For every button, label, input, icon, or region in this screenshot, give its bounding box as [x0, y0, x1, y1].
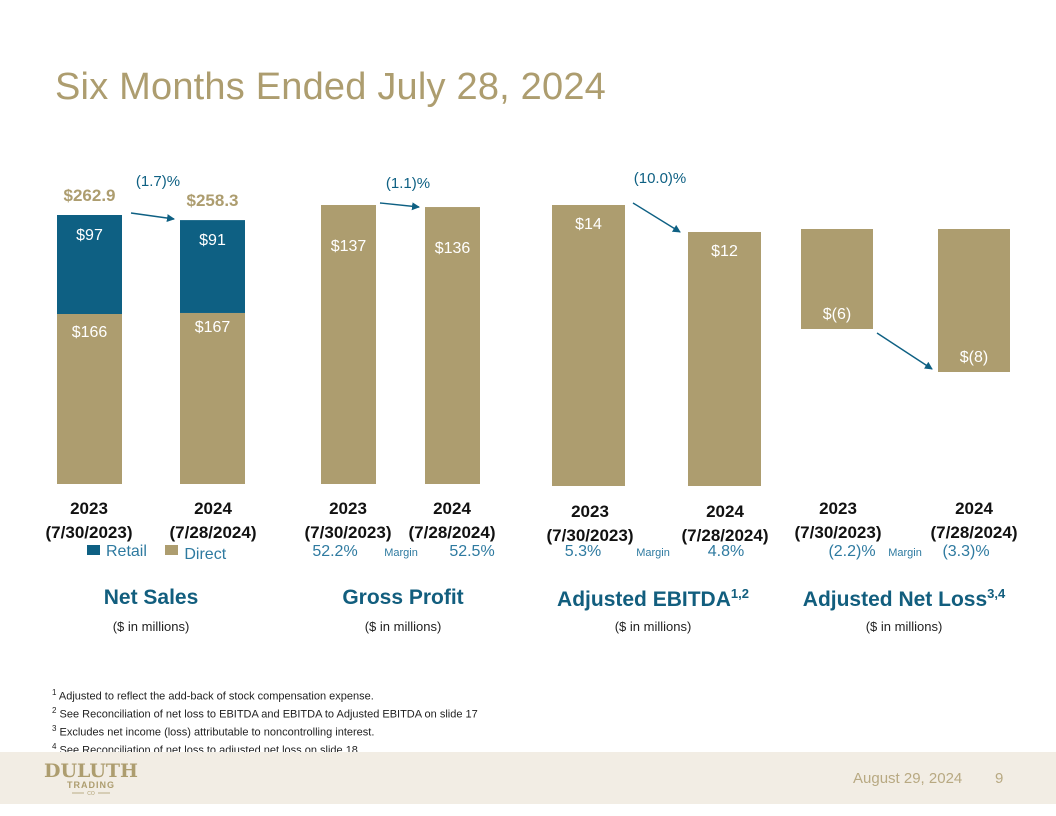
logo-text-duluth: DULUTH — [44, 760, 138, 782]
legend-label-retail: Retail — [106, 543, 147, 560]
chart-subtitle-net-sales: ($ in millions) — [112, 619, 190, 634]
bar-label-netsales-direct-2023: $166 — [72, 324, 108, 341]
chart-title-net-sales: Net Sales — [103, 586, 199, 609]
x-label-grossprofit-2024: 2024 (7/28/2024) — [408, 499, 496, 542]
margin-netloss-2024: (3.3)% — [942, 543, 990, 560]
chart-subtitle-gross-profit: ($ in millions) — [364, 619, 442, 634]
chart-subtitle-adjusted-ebitda: ($ in millions) — [614, 619, 692, 634]
bar-label-grossprofit-2024: $136 — [435, 240, 471, 257]
margin-label-netloss: Margin — [888, 547, 922, 559]
footnote-ref: 3,4 — [987, 586, 1006, 601]
bar-label-ebitda-2023: $14 — [575, 216, 602, 233]
bar-ebitda-2024 — [688, 232, 761, 486]
chart-title-gross-profit: Gross Profit — [342, 586, 464, 609]
change-label-grossprofit: (1.1)% — [386, 175, 430, 192]
bar-netsales-direct-2024 — [180, 312, 245, 484]
margin-label-ebitda: Margin — [636, 547, 670, 559]
change-label-ebitda: (10.0)% — [634, 170, 687, 187]
bar-netloss-2024 — [938, 229, 1010, 372]
footnotes: 1 Adjusted to reflect the add-back of st… — [52, 686, 478, 759]
bar-grossprofit-2023 — [321, 205, 376, 484]
bar-label-netloss-2024: $(8) — [960, 349, 988, 366]
margin-label-grossprofit: Margin — [384, 547, 418, 559]
chart-title-adjusted-net-loss: Adjusted Net Loss3,4 — [802, 586, 1006, 611]
chart-title-adjusted-ebitda: Adjusted EBITDA1,2 — [557, 586, 749, 611]
bar-netsales-retail-2023 — [57, 215, 122, 314]
bar-netsales-retail-2024 — [180, 220, 245, 313]
x-label-ebitda-2024: 2024 (7/28/2024) — [681, 502, 769, 545]
legend-swatch-retail — [87, 545, 100, 555]
bar-ebitda-2023 — [552, 205, 625, 486]
x-label-netloss-2024: 2024 (7/28/2024) — [930, 499, 1018, 542]
margin-ebitda-2024: 4.8% — [707, 543, 745, 560]
x-label-grossprofit-2023: 2023 (7/30/2023) — [304, 499, 392, 542]
page-number: 9 — [995, 770, 1004, 787]
change-label-netsales: (1.7)% — [136, 173, 180, 190]
bar-label-netsales-direct-2024: $167 — [195, 319, 231, 336]
margin-grossprofit-2023: 52.2% — [312, 543, 358, 560]
x-label-netsales-2024: 2024 (7/28/2024) — [169, 499, 257, 542]
logo-text-trading: TRADING — [67, 780, 115, 790]
change-arrow-netloss — [876, 332, 933, 370]
margin-ebitda-2023: 5.3% — [564, 543, 602, 560]
change-arrow-grossprofit — [379, 202, 420, 211]
footnote-2: 2 See Reconciliation of net loss to EBIT… — [52, 706, 478, 721]
footer-bar: DULUTH TRADING CO August 29, 2024 9 — [0, 752, 1056, 804]
legend-label-direct: Direct — [184, 546, 227, 563]
duluth-logo: DULUTH TRADING CO — [44, 760, 138, 797]
margin-netloss-2023: (2.2)% — [828, 543, 876, 560]
total-label-netsales-2023: $262.9 — [64, 186, 116, 205]
logo-text-co: CO — [87, 791, 95, 797]
legend-item-direct: Direct — [165, 543, 227, 563]
bar-netsales-direct-2023 — [57, 314, 122, 484]
chart-subtitle-adjusted-net-loss: ($ in millions) — [865, 619, 943, 634]
legend-swatch-direct — [165, 545, 179, 555]
total-label-netsales-2024: $258.3 — [187, 191, 239, 210]
bar-label-netloss-2023: $(6) — [823, 306, 851, 323]
x-label-ebitda-2023: 2023 (7/30/2023) — [546, 502, 634, 545]
bar-label-grossprofit-2023: $137 — [331, 238, 367, 255]
x-label-netsales-2023: 2023 (7/30/2023) — [45, 499, 133, 542]
bar-label-ebitda-2024: $12 — [711, 243, 738, 260]
footnote-ref: 1,2 — [730, 586, 749, 601]
footnote-3: 3 Excludes net income (loss) attributabl… — [52, 724, 375, 739]
footer-date: August 29, 2024 — [853, 770, 963, 787]
bar-label-netsales-retail-2024: $91 — [199, 232, 226, 249]
page-title: Six Months Ended July 28, 2024 — [55, 66, 607, 108]
margin-grossprofit-2024: 52.5% — [449, 543, 495, 560]
x-label-netloss-2023: 2023 (7/30/2023) — [794, 499, 882, 542]
bar-label-netsales-retail-2023: $97 — [76, 227, 103, 244]
chart-legend: Retail Direct — [87, 543, 240, 563]
legend-item-retail: Retail — [87, 543, 147, 561]
bar-netloss-2023 — [801, 229, 873, 329]
change-arrow-ebitda — [632, 202, 681, 233]
footnote-1: 1 Adjusted to reflect the add-back of st… — [52, 688, 374, 703]
change-arrow-netsales — [130, 212, 175, 222]
bar-grossprofit-2024 — [425, 207, 480, 484]
